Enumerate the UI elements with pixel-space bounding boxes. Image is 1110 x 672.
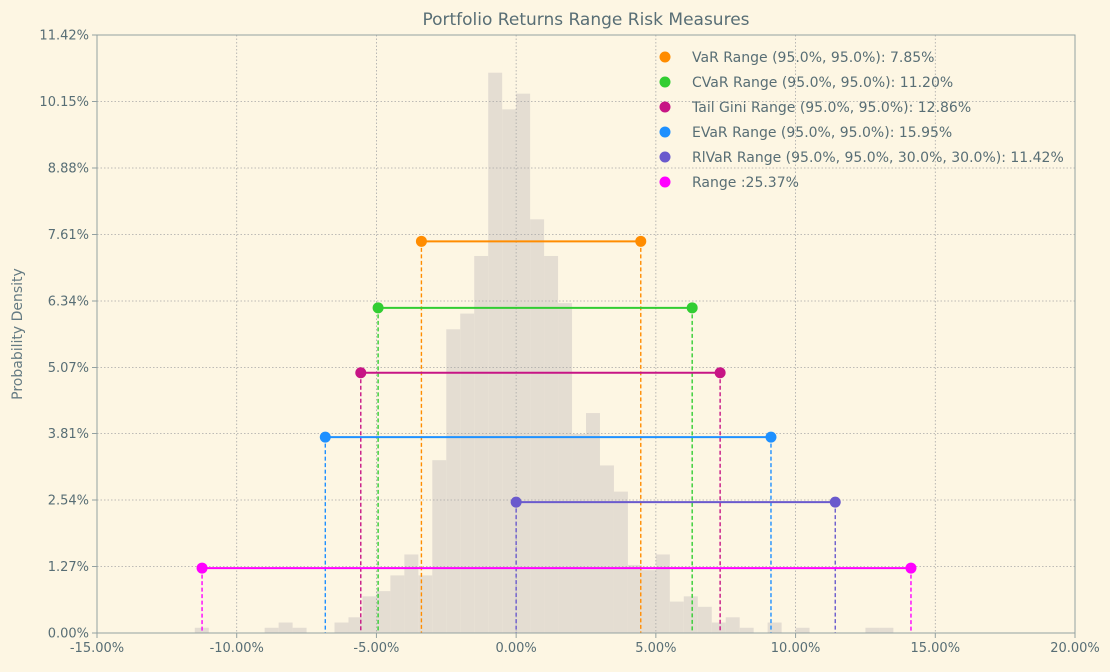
plot-frame — [96, 34, 1076, 634]
range-series-group — [372, 302, 698, 633]
y-tick-label: 6.34% — [48, 295, 89, 310]
range-point-high — [686, 302, 698, 314]
histogram-bar — [278, 622, 293, 633]
histogram-bar — [418, 575, 433, 633]
histogram-bar — [865, 627, 880, 633]
histogram-bar — [739, 627, 754, 633]
legend-label: RlVaR Range (95.0%, 95.0%, 30.0%, 30.0%)… — [692, 150, 1064, 166]
x-axis-ticks: -15.00% -10.00% -5.00% 0.00% 5.00% 10.00% 15.0… — [70, 633, 1100, 656]
y-tick-label: 1.27% — [48, 560, 89, 575]
chart-title: Portfolio Returns Range Risk Measures — [422, 10, 749, 30]
range-point-low — [510, 496, 522, 508]
histogram-bar — [516, 93, 531, 633]
range-series-group — [319, 431, 777, 633]
x-tick-label: -5.00% — [353, 641, 399, 656]
histogram-bar — [669, 601, 684, 633]
histogram-bar — [502, 109, 517, 633]
range-point-high — [829, 496, 841, 508]
histogram-bar — [725, 617, 740, 633]
y-tick-label: 3.81% — [48, 427, 89, 442]
histogram-bar — [264, 627, 279, 633]
histogram-bar — [488, 72, 503, 634]
histogram-bar — [572, 434, 586, 633]
y-tick-label: 7.61% — [48, 228, 89, 243]
histogram-bar — [390, 575, 405, 633]
range-point-low — [372, 302, 384, 314]
histogram-bar — [348, 617, 363, 633]
histogram-bar — [641, 570, 656, 633]
range-point-high — [905, 562, 917, 574]
histogram-bar — [362, 596, 377, 633]
legend: VaR Range (95.0%, 95.0%): 7.85% CVaR Rang… — [659, 50, 1064, 191]
histogram-bar — [683, 596, 698, 633]
y-tick-label: 5.07% — [48, 361, 89, 376]
histogram-bar — [767, 622, 782, 633]
histogram-bar — [558, 303, 573, 633]
range-point-low — [415, 235, 427, 247]
x-tick-label: -15.00% — [70, 641, 124, 656]
histogram-bar — [432, 460, 447, 633]
legend-marker — [659, 51, 671, 63]
histogram-bar — [474, 255, 489, 633]
histogram-bar — [711, 622, 726, 633]
legend-marker — [659, 176, 671, 188]
histogram-bar — [334, 622, 349, 633]
histogram-bar — [697, 606, 712, 633]
legend-marker — [659, 151, 671, 163]
histogram-bar — [627, 564, 642, 633]
histogram-bar — [376, 591, 391, 633]
y-axis-label: Probability Density — [10, 268, 26, 400]
x-tick-label: 0.00% — [495, 641, 536, 656]
legend-label: Tail Gini Range (95.0%, 95.0%): 12.86% — [691, 100, 971, 116]
histogram-bar — [292, 627, 307, 633]
x-tick-label: 10.00% — [771, 641, 821, 656]
legend-label: VaR Range (95.0%, 95.0%): 7.85% — [692, 50, 934, 66]
range-point-high — [635, 235, 647, 247]
legend-label: CVaR Range (95.0%, 95.0%): 11.20% — [692, 75, 953, 91]
y-tick-label: 8.88% — [48, 162, 89, 177]
histogram-bar — [655, 554, 670, 633]
histogram-bar — [613, 491, 628, 633]
histogram-bar — [586, 413, 600, 633]
histogram-bar — [544, 255, 559, 633]
range-point-high — [765, 431, 777, 443]
y-tick-label: 11.42% — [39, 29, 89, 44]
range-point-low — [196, 562, 208, 574]
legend-marker — [659, 76, 671, 88]
histogram-bar — [599, 465, 614, 633]
histogram-bar — [530, 219, 545, 633]
x-tick-label: -10.00% — [210, 641, 264, 656]
x-tick-label: 5.00% — [635, 641, 676, 656]
y-tick-label: 2.54% — [48, 493, 89, 508]
y-tick-label: 0.00% — [48, 627, 89, 642]
histogram-bar — [795, 627, 810, 633]
range-point-low — [355, 367, 367, 379]
y-axis-ticks: 0.00% 1.27% 2.54% 3.81% 5.07% 6.34% 7.61% 8.88%… — [39, 29, 97, 642]
y-tick-label: 10.15% — [39, 95, 89, 110]
range-series — [196, 235, 917, 633]
legend-marker — [659, 126, 671, 138]
x-tick-label: 20.00% — [1050, 641, 1100, 656]
range-point-high — [714, 367, 726, 379]
range-point-low — [319, 431, 331, 443]
range-series-group — [196, 562, 917, 633]
histogram-bar — [460, 313, 475, 633]
legend-marker — [659, 101, 671, 113]
histogram-bar — [879, 627, 894, 633]
legend-label: EVaR Range (95.0%, 95.0%): 15.95% — [692, 125, 952, 141]
histogram-bar — [404, 554, 419, 633]
histogram-bar — [446, 329, 461, 633]
legend-label: Range :25.37% — [692, 175, 799, 191]
x-tick-label: 15.00% — [910, 641, 960, 656]
